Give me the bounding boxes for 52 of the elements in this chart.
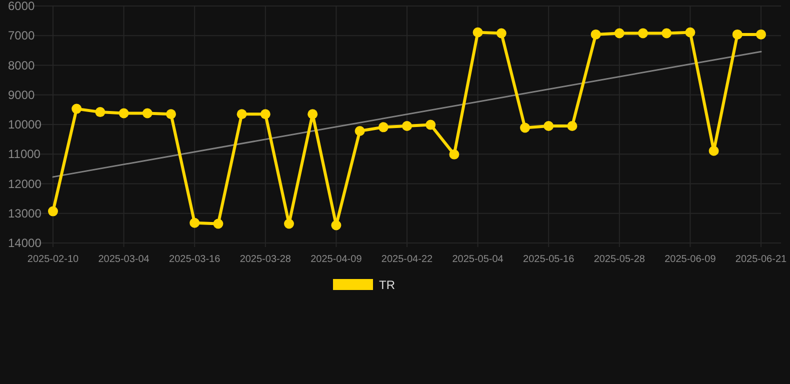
y-tick-label: 8000 <box>8 58 36 72</box>
point <box>48 206 58 216</box>
point <box>590 29 601 40</box>
point <box>260 109 270 120</box>
point <box>708 146 719 156</box>
point <box>331 220 342 230</box>
point <box>236 109 247 120</box>
y-tick-label: 7000 <box>8 28 36 43</box>
point <box>614 28 624 38</box>
x-tick-label: 2025-03-28 <box>240 254 292 265</box>
x-tick-label: 2025-04-09 <box>310 254 362 265</box>
x-tick-label: 2025-06-21 <box>735 254 788 265</box>
point <box>756 29 766 40</box>
y-tick-label: 6000 <box>8 0 36 13</box>
point <box>213 218 224 229</box>
legend-label: TR <box>379 278 396 292</box>
x-tick-label: 2025-05-16 <box>523 254 575 265</box>
point <box>402 120 412 131</box>
x-tick-label: 2025-02-10 <box>27 254 80 265</box>
point <box>354 126 365 136</box>
y-tick-label: 13000 <box>8 206 42 220</box>
point <box>378 122 388 132</box>
point <box>472 27 483 38</box>
x-tick-label: 2025-03-16 <box>169 254 221 265</box>
point <box>284 218 294 229</box>
point <box>544 120 554 131</box>
point <box>520 122 530 133</box>
point <box>638 28 648 38</box>
x-tick-label: 2025-06-09 <box>664 254 716 265</box>
point <box>449 149 460 160</box>
point <box>72 104 82 114</box>
point <box>95 107 106 118</box>
point <box>662 28 672 38</box>
point <box>685 27 696 38</box>
point <box>732 29 742 40</box>
x-tick-label: 2025-05-28 <box>594 254 646 265</box>
y-tick-label: 14000 <box>8 236 42 250</box>
x-tick-label: 2025-05-04 <box>452 254 504 265</box>
y-tick-label: 11000 <box>8 147 41 162</box>
point <box>308 109 318 120</box>
y-tick-label: 12000 <box>8 176 42 191</box>
point <box>567 120 578 131</box>
point <box>190 218 200 228</box>
point <box>118 108 129 118</box>
point <box>166 109 176 120</box>
y-tick-label: 9000 <box>8 88 36 102</box>
x-tick-label: 2025-03-04 <box>98 254 150 265</box>
point <box>142 108 152 118</box>
x-tick-label: 2025-04-22 <box>381 254 434 265</box>
point <box>496 28 506 38</box>
y-tick-label: 10000 <box>8 118 42 132</box>
point <box>426 120 436 130</box>
